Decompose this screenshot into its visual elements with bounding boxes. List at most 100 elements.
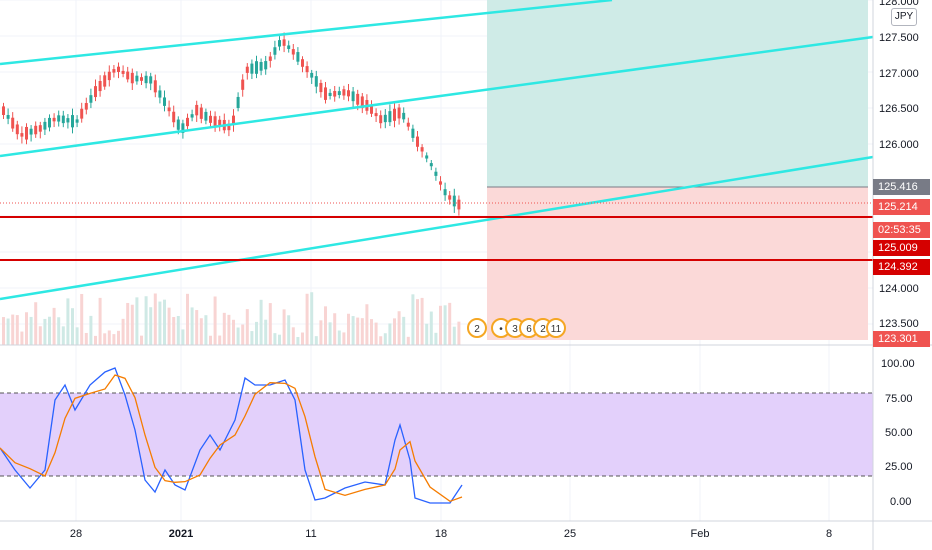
volume-bar <box>75 327 79 345</box>
volume-bar <box>158 301 162 345</box>
volume-bar <box>140 335 143 345</box>
stop-zone[interactable] <box>487 187 868 340</box>
volume-bar <box>402 316 406 345</box>
volume-bar <box>416 299 419 345</box>
candle <box>71 108 74 134</box>
volume-bar <box>48 316 51 345</box>
candle <box>264 55 268 75</box>
volume-bar <box>121 318 125 345</box>
candle <box>11 112 15 132</box>
candle <box>94 79 97 102</box>
oscillator-tick: 75.00 <box>885 393 913 405</box>
volume-bar <box>2 317 5 345</box>
stoch-k-line <box>0 367 463 504</box>
volume-bar <box>98 297 102 345</box>
level-price-tag: 124.392 <box>873 259 930 275</box>
channel-middle-line[interactable] <box>0 35 874 158</box>
volume-bar <box>94 335 97 345</box>
event-badge[interactable]: 2 <box>467 318 487 338</box>
candle <box>333 85 337 102</box>
volume-bar <box>107 330 111 345</box>
candle <box>402 107 406 123</box>
volume-bar <box>204 315 208 345</box>
candle <box>360 93 364 114</box>
volume-bar <box>360 318 364 345</box>
price-tick: 124.000 <box>879 283 919 295</box>
volume-bar <box>434 332 438 345</box>
channel-upper-line[interactable] <box>0 0 613 66</box>
candle <box>57 110 61 127</box>
candle <box>301 56 304 73</box>
volume-bar <box>411 294 415 345</box>
channel-lower-line[interactable] <box>0 155 874 301</box>
volume-bar <box>273 333 277 345</box>
candle <box>439 176 442 191</box>
candle <box>107 65 111 87</box>
bar-countdown-tag: 02:53:35 <box>873 222 930 238</box>
candle <box>457 195 461 216</box>
candle <box>144 71 148 89</box>
candle <box>236 92 240 112</box>
volume-bar <box>324 306 327 345</box>
candle <box>153 74 157 98</box>
candle <box>282 32 286 53</box>
volume-bar <box>89 315 93 345</box>
volume-bar <box>135 297 139 345</box>
candle <box>443 182 447 201</box>
volume-bar <box>259 299 263 345</box>
price-tick: 128.000 <box>879 0 919 8</box>
volume-bar <box>29 316 33 345</box>
volume-bar <box>429 311 433 345</box>
stoch-d-line <box>0 374 463 503</box>
event-badge[interactable]: 11 <box>546 318 566 338</box>
currency-badge[interactable]: JPY <box>891 8 917 26</box>
candle <box>232 109 235 132</box>
volume-bar <box>80 293 84 345</box>
price-tick: 123.500 <box>879 318 919 330</box>
volume-bar <box>296 336 300 345</box>
volume-bar <box>227 314 231 345</box>
candle <box>255 55 258 79</box>
volume-bar <box>71 308 74 345</box>
target-zone[interactable] <box>487 0 868 187</box>
oscillator-tick: 50.00 <box>885 427 913 439</box>
volume-bar <box>61 326 65 345</box>
volume-bar <box>213 296 217 345</box>
candle <box>135 71 139 85</box>
volume-bar <box>218 335 222 345</box>
candle <box>287 40 291 53</box>
candle <box>121 65 125 78</box>
volume-bar <box>425 323 429 345</box>
candle <box>429 160 433 171</box>
candle <box>319 79 323 98</box>
candle <box>140 73 143 86</box>
candle <box>393 103 396 128</box>
candle <box>241 74 245 97</box>
volume-bars <box>2 292 461 345</box>
volume-bar <box>356 317 360 345</box>
volume-bar <box>112 334 116 345</box>
volume-bar <box>186 293 189 345</box>
volume-bar <box>342 332 346 345</box>
candle <box>406 117 410 131</box>
volume-bar <box>319 320 323 345</box>
candle <box>89 88 93 109</box>
volume-bar <box>333 313 337 345</box>
candle <box>6 108 10 125</box>
candle <box>199 103 203 124</box>
candle <box>347 83 350 102</box>
volume-bar <box>301 332 304 345</box>
volume-bar <box>351 316 355 345</box>
volume-bar <box>310 292 314 345</box>
oscillator-tick: 25.00 <box>885 461 913 473</box>
candle <box>370 100 373 118</box>
candle <box>337 86 341 99</box>
candle <box>126 66 130 83</box>
volume-bar <box>209 335 212 345</box>
candle <box>397 103 401 125</box>
candle <box>80 102 84 123</box>
volume-bar <box>282 309 286 345</box>
volume-bar <box>397 311 401 345</box>
